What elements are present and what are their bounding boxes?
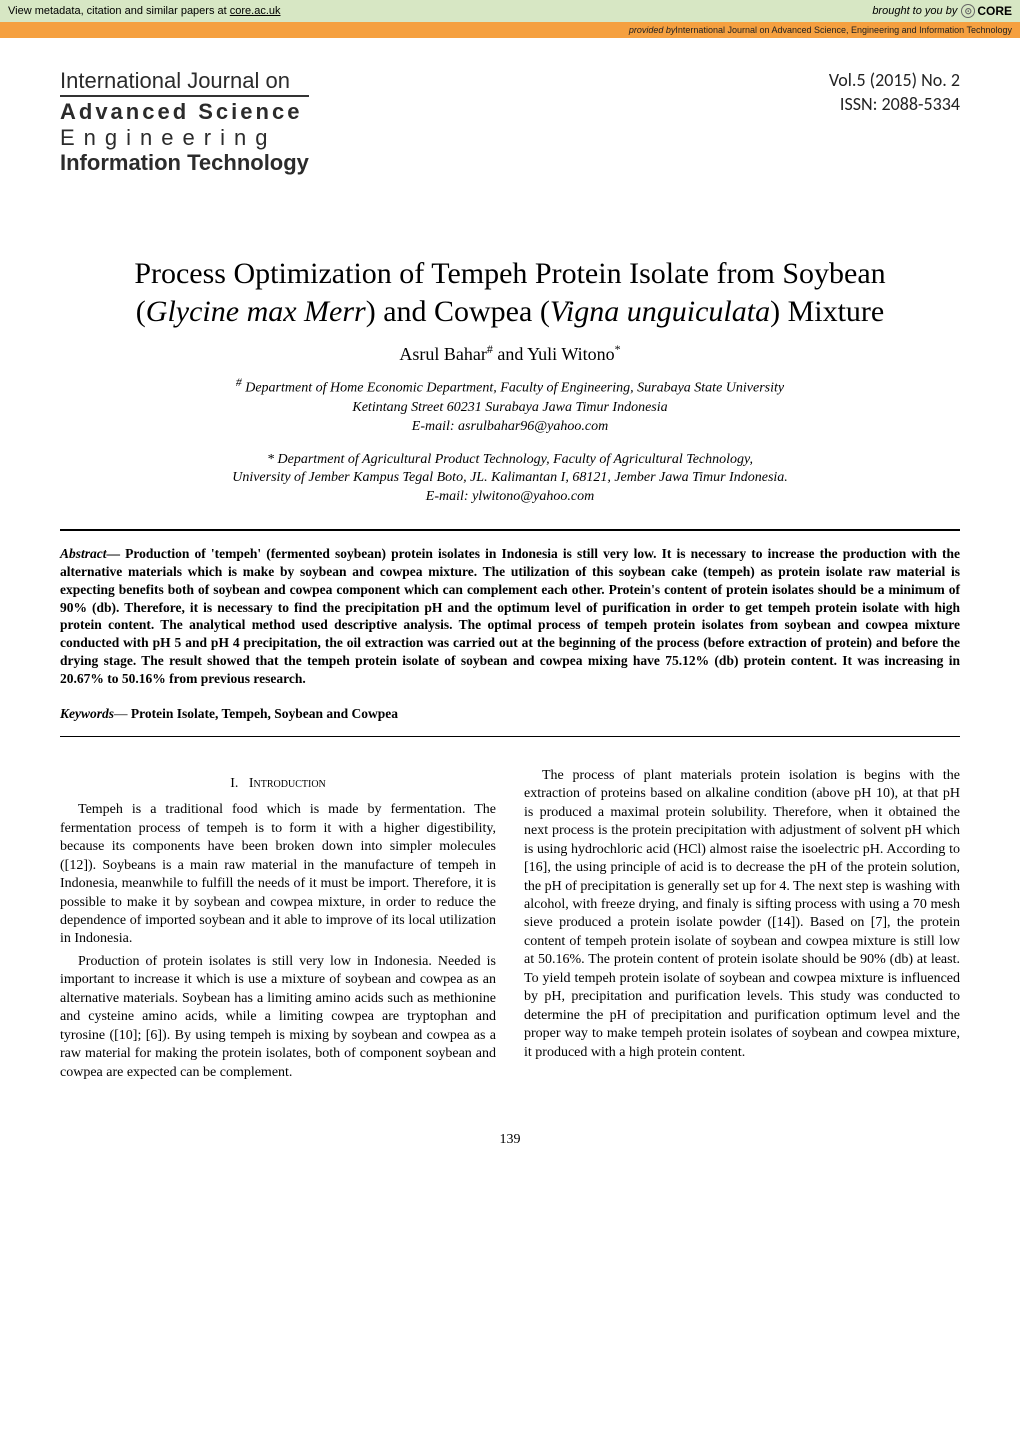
- abstract-dash: —: [107, 546, 126, 561]
- title-ital2: Vigna unguiculata: [550, 295, 770, 328]
- core-banner-left: View metadata, citation and similar pape…: [8, 5, 281, 17]
- author-2-mark: *: [615, 342, 621, 356]
- body-columns: I. Introduction Tempeh is a traditional …: [60, 767, 960, 1083]
- affil1-line3: E-mail: asrulbahar96@yahoo.com: [60, 418, 960, 437]
- rule-above-abstract: [60, 529, 960, 531]
- core-banner-right: brought to you by ⊙ CORE: [872, 4, 1012, 18]
- body-para-1: Tempeh is a traditional food which is ma…: [60, 801, 496, 949]
- affil1-line1: # Department of Home Economic Department…: [60, 375, 960, 399]
- core-banner-brought: brought to you by: [872, 5, 957, 17]
- affil1-text1: Department of Home Economic Department, …: [242, 381, 784, 396]
- keywords-lead: Keywords: [60, 706, 114, 721]
- keywords-dash: —: [114, 706, 131, 721]
- provided-by-banner: provided by International Journal on Adv…: [0, 22, 1020, 38]
- journal-logo-line3: Engineering: [60, 125, 309, 150]
- page-number: 139: [60, 1132, 960, 1148]
- provided-prefix: provided by: [629, 25, 676, 35]
- affil2-mark: *: [267, 452, 274, 467]
- author-2-name: Yuli Witono: [527, 344, 614, 364]
- title-part3: ) Mixture: [770, 295, 884, 328]
- title-part2: ) and Cowpea (: [366, 295, 550, 328]
- body-para-3: The process of plant materials protein i…: [524, 767, 960, 1063]
- keywords: Keywords— Protein Isolate, Tempeh, Soybe…: [60, 706, 960, 722]
- keywords-body: Protein Isolate, Tempeh, Soybean and Cow…: [131, 706, 398, 721]
- abstract: Abstract— Production of 'tempeh' (fermen…: [60, 545, 960, 688]
- core-logo-icon: ⊙: [961, 4, 975, 18]
- authors-join: and: [493, 344, 527, 364]
- author-1-name: Asrul Bahar: [399, 344, 486, 364]
- issue-issn: ISSN: 2088-5334: [829, 92, 960, 116]
- header-row: International Journal on Advanced Scienc…: [60, 68, 960, 175]
- affil2-line2: University of Jember Kampus Tegal Boto, …: [60, 469, 960, 488]
- affil1-line2: Ketintang Street 60231 Surabaya Jawa Tim…: [60, 399, 960, 418]
- section-1-title: Introduction: [249, 776, 326, 791]
- page-content: International Journal on Advanced Scienc…: [0, 38, 1020, 1188]
- core-banner-prefix: View metadata, citation and similar pape…: [8, 5, 230, 17]
- paper-title: Process Optimization of Tempeh Protein I…: [60, 255, 960, 330]
- affil2-line1: * Department of Agricultural Product Tec…: [60, 451, 960, 470]
- core-logo[interactable]: ⊙ CORE: [961, 4, 1012, 18]
- authors-line: Asrul Bahar# and Yuli Witono*: [60, 342, 960, 365]
- affiliation-2: * Department of Agricultural Product Tec…: [60, 451, 960, 508]
- affiliation-1: # Department of Home Economic Department…: [60, 375, 960, 436]
- section-1-num: I.: [230, 776, 238, 791]
- core-metadata-banner: View metadata, citation and similar pape…: [0, 0, 1020, 22]
- issue-volume: Vol.5 (2015) No. 2: [829, 68, 960, 92]
- abstract-lead: Abstract: [60, 546, 107, 561]
- title-ital1: Glycine max Merr: [146, 295, 366, 328]
- journal-logo-line4: Information Technology: [60, 150, 309, 175]
- core-logo-text: CORE: [977, 4, 1012, 18]
- affil2-text1: Department of Agricultural Product Techn…: [274, 452, 753, 467]
- journal-logo-line1: International Journal on: [60, 68, 309, 93]
- abstract-body: Production of 'tempeh' (fermented soybea…: [60, 546, 960, 686]
- issue-info: Vol.5 (2015) No. 2 ISSN: 2088-5334: [829, 68, 960, 117]
- section-1-heading: I. Introduction: [60, 775, 496, 793]
- journal-logo-line2: Advanced Science: [60, 95, 309, 124]
- journal-logo: International Journal on Advanced Scienc…: [60, 68, 309, 175]
- rule-below-keywords: [60, 736, 960, 737]
- affil2-line3: E-mail: ylwitono@yahoo.com: [60, 488, 960, 507]
- core-link[interactable]: core.ac.uk: [230, 5, 281, 17]
- provided-source: International Journal on Advanced Scienc…: [675, 25, 1012, 35]
- body-para-2: Production of protein isolates is still …: [60, 953, 496, 1082]
